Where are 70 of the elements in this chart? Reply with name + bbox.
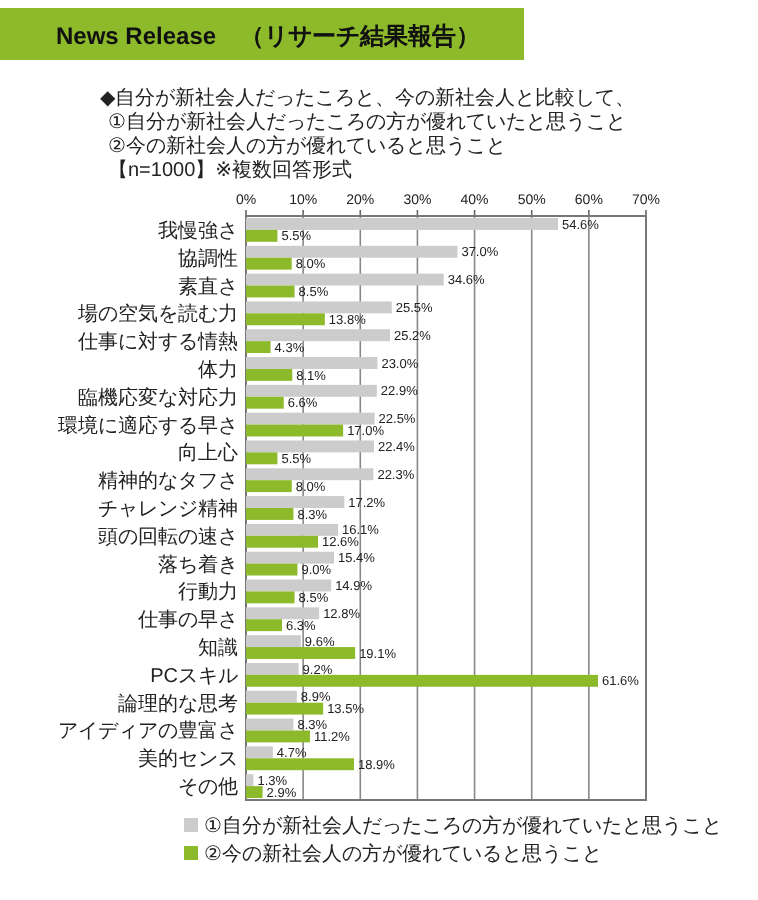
- y-tick-label: 美的センス: [138, 747, 238, 772]
- bar: [246, 468, 374, 481]
- bar: [246, 579, 332, 592]
- bar: [246, 218, 558, 230]
- chart-subtitle: ◆自分が新社会人だったころと、今の新社会人と比較して、: [100, 86, 636, 110]
- bar: [246, 424, 344, 437]
- bar: [246, 384, 377, 397]
- text: ②今の新社会人の方が優れていると思うこと: [108, 134, 506, 158]
- bar: [246, 368, 293, 381]
- bar: [246, 551, 334, 564]
- bar: [246, 412, 375, 425]
- text: 【n=1000】※複数回答形式: [108, 158, 353, 182]
- bar: [246, 357, 378, 369]
- y-tick-label: 仕事に対する情熱: [78, 330, 238, 355]
- legend-label: ①自分が新社会人だったころの方が優れていたと思うこと: [204, 814, 722, 838]
- bar: [246, 523, 338, 536]
- y-tick-label: 臨機応変な対応力: [78, 385, 238, 410]
- bar: [246, 508, 294, 520]
- bar: [246, 301, 392, 314]
- y-tick-label: 場の空気を読む力: [76, 302, 238, 327]
- bar: [246, 273, 444, 286]
- y-tick-label: 体力: [198, 357, 238, 382]
- bar: [246, 480, 292, 493]
- bar: [246, 662, 299, 675]
- bar: [246, 635, 301, 648]
- bar: [246, 563, 298, 576]
- bar: [246, 341, 271, 354]
- bar: [246, 285, 295, 298]
- chart-title: News Release （リサーチ結果報告）: [56, 22, 481, 50]
- bar: [246, 702, 324, 715]
- bar: [246, 746, 273, 759]
- y-tick-label: 精神的なタフさ: [98, 469, 238, 494]
- bar: [246, 535, 318, 548]
- y-tick-label: 環境に適応する早さ: [58, 413, 238, 438]
- bar: [246, 452, 278, 465]
- y-tick-label: 素直さ: [178, 274, 238, 299]
- bar: [246, 758, 354, 771]
- bar: [246, 496, 345, 508]
- bar: [246, 229, 278, 242]
- bar: [246, 674, 598, 687]
- y-tick-label: 仕事の早さ: [138, 608, 238, 633]
- bar: [246, 647, 356, 659]
- y-tick-label: チャレンジ精神: [98, 497, 238, 521]
- y-tick-label: PCスキル: [150, 665, 238, 688]
- bar: [246, 329, 390, 342]
- legend-label: ②今の新社会人の方が優れていると思うこと: [204, 842, 602, 866]
- bar: [246, 730, 310, 743]
- bar: [246, 440, 374, 453]
- bar: [246, 619, 282, 632]
- y-tick-label: 論理的な思考: [118, 691, 238, 716]
- bar: [246, 396, 284, 409]
- y-tick-label: 協調性: [178, 246, 238, 271]
- y-tick-label: その他: [178, 775, 238, 800]
- bar: [246, 257, 292, 270]
- bar: [246, 774, 254, 787]
- bar: [246, 718, 294, 731]
- bar: [246, 607, 320, 620]
- bar: [246, 313, 325, 326]
- bar: [246, 245, 458, 258]
- bar: [246, 690, 297, 703]
- y-tick-label: 頭の回転の速さ: [98, 524, 238, 549]
- y-tick-label: 向上心: [178, 441, 238, 466]
- y-tick-label: 落ち着き: [158, 552, 238, 577]
- y-tick-label: アイディアの豊富さ: [58, 719, 238, 744]
- text: ①自分が新社会人だったころの方が優れていたと思うこと: [108, 110, 626, 134]
- y-tick-label: 行動力: [178, 580, 238, 605]
- bar: [246, 786, 263, 798]
- y-tick-label: 我慢強さ: [158, 218, 238, 243]
- y-tick-label: 知識: [198, 636, 238, 661]
- bar: [246, 591, 295, 604]
